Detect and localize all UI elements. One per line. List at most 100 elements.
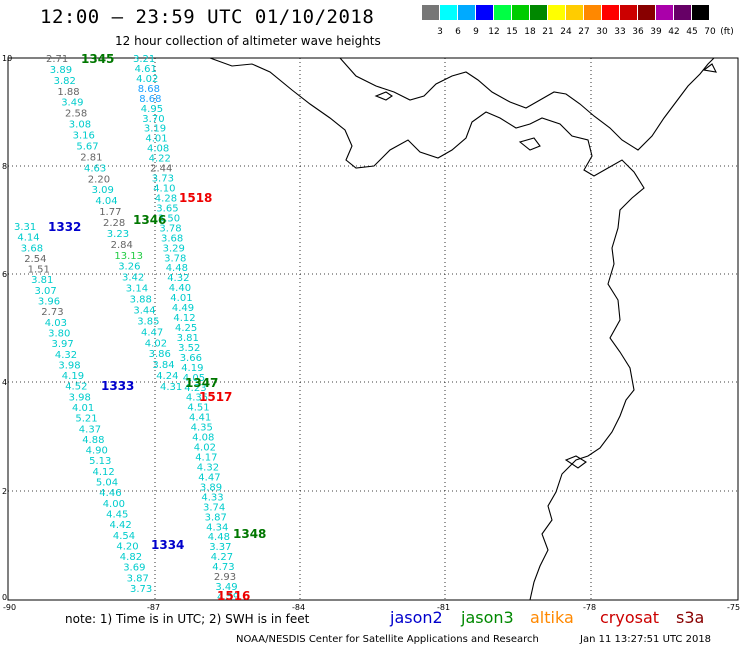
- pass-time-label: 1516: [217, 589, 250, 603]
- track-b-wave-height: 4.28: [155, 194, 177, 205]
- lat-tick-label: 10: [2, 54, 12, 63]
- track-c-wave-height: 4.00: [103, 499, 125, 510]
- track-b-wave-height: 3.50: [158, 213, 180, 224]
- pass-time-label: 1517: [199, 390, 232, 404]
- lat-tick-label: 8: [2, 162, 7, 171]
- track-c-wave-height: 4.90: [86, 446, 108, 457]
- legend-swatch: [494, 5, 511, 20]
- legend-swatch: [458, 5, 475, 20]
- track-a-wave-height: 2.81: [80, 152, 102, 163]
- legend-label: 70: [704, 27, 716, 37]
- track-b-wave-height: 4.35: [186, 393, 208, 404]
- track-c-wave-height: 3.80: [48, 329, 70, 340]
- legend-label: 27: [578, 27, 590, 37]
- track-a-wave-height: 4.24: [156, 371, 178, 382]
- track-b-wave-height: 4.51: [187, 403, 209, 414]
- lon-tick-label: -87: [147, 603, 160, 612]
- track-a-wave-height: 3.26: [118, 262, 140, 273]
- satellite-label-jason3: jason3: [461, 608, 514, 627]
- legend-label: 15: [506, 27, 518, 37]
- track-b-wave-height: 4.08: [192, 433, 214, 444]
- coastline: [209, 57, 717, 601]
- lon-tick-label: -75: [727, 603, 740, 612]
- track-c-wave-height: 4.88: [82, 435, 104, 446]
- legend-swatch: [530, 5, 547, 20]
- track-b-wave-height: 3.70: [142, 114, 164, 125]
- track-c-wave-height: 4.52: [65, 382, 87, 393]
- page-title: 12:00 – 23:59 UTC 01/10/2018: [40, 6, 375, 28]
- page-subtitle: 12 hour collection of altimeter wave hei…: [115, 34, 381, 48]
- track-b-wave-height: 4.49: [172, 303, 194, 314]
- track-a-wave-height: 4.31: [160, 382, 182, 393]
- pass-time-labels: 1345 1518 1332 1346 1333 1347 1517 1348 …: [48, 52, 266, 603]
- track-a-wave-height: 4.02: [145, 338, 167, 349]
- satellite-label-s3a: s3a: [676, 608, 705, 627]
- track-a-wave-height: 4.63: [84, 163, 106, 174]
- track-c-wave-height: 5.13: [89, 456, 111, 467]
- pass-time-label: 1345: [81, 52, 114, 66]
- track-a-wave-height: 3.49: [61, 98, 83, 109]
- legend-swatch: [422, 5, 439, 20]
- legend-swatch: [638, 5, 655, 20]
- legend-swatch: [692, 5, 709, 20]
- track-c-wave-height: 3.96: [38, 297, 60, 308]
- track-a-wave-height: 4.47: [141, 327, 163, 338]
- pass-time-label: 1347: [185, 376, 218, 390]
- legend-swatch: [584, 5, 601, 20]
- track-c-wave-height: 3.07: [35, 286, 57, 297]
- track-b-wave-height: 4.47: [198, 472, 220, 483]
- lat-tick-label: 6: [2, 270, 7, 279]
- tick-labels: -90 -87 -84 -81 -78 -75 0 2 4 6 8 10: [2, 54, 740, 612]
- track-b-wave-height: 4.34: [206, 522, 228, 533]
- track-c-wave-height: 3.73: [130, 584, 152, 595]
- lon-tick-label: -90: [3, 603, 16, 612]
- track-c-wave-height: 4.54: [113, 531, 135, 542]
- track-b-wave-height: 3.21: [133, 54, 155, 65]
- track-c-wave-height: 2.73: [41, 307, 63, 318]
- satellite-label-cryosat: cryosat: [600, 608, 660, 627]
- track-b-wave-height: 4.59: [217, 592, 239, 603]
- track-b-wave-height: 4.17: [195, 453, 217, 464]
- legend-label: 33: [614, 27, 626, 37]
- track-b-wave-height: 4.27: [211, 552, 233, 563]
- track-b-wave-height: 8.68: [139, 94, 161, 105]
- lat-tick-label: 2: [2, 487, 7, 496]
- track-a-wave-height: 3.14: [126, 284, 148, 295]
- track-a-wave-height: 13.13: [114, 251, 143, 262]
- altimeter-tracks: 2.713.893.821.883.492.583.083.165.672.81…: [14, 54, 239, 603]
- track-b-wave-height: 4.40: [169, 283, 191, 294]
- track-c-wave-height: 4.14: [17, 233, 39, 244]
- track-c-wave-height: 2.54: [24, 254, 46, 265]
- track-b-wave-height: 3.19: [144, 124, 166, 135]
- track-a-wave-height: 1.77: [99, 207, 121, 218]
- track-b-wave-height: 4.02: [194, 443, 216, 454]
- legend-swatch: [566, 5, 583, 20]
- footer-note: note: 1) Time is in UTC; 2) SWH is in fe…: [65, 612, 310, 626]
- legend-label: 30: [596, 27, 608, 37]
- satellite-label-jason2: jason2: [390, 608, 443, 627]
- legend-label: 18: [524, 27, 536, 37]
- track-b-wave-height: 3.74: [203, 502, 225, 513]
- track-c-wave-height: 3.68: [21, 243, 43, 254]
- track-c-wave-height: 4.37: [79, 424, 101, 435]
- track-c-wave-height: 5.04: [96, 478, 118, 489]
- legend-label: 36: [632, 27, 644, 37]
- track-b-wave-height: 4.19: [181, 363, 203, 374]
- track-a-wave-height: 3.89: [50, 65, 72, 76]
- track-a-wave-height: 3.88: [130, 295, 152, 306]
- track-a-wave-height: 4.04: [95, 196, 117, 207]
- track-b-wave-height: 3.66: [180, 353, 202, 364]
- lat-tick-label: 4: [2, 378, 7, 387]
- track-b-wave-height: 4.32: [167, 273, 189, 284]
- track-a-wave-height: 1.88: [57, 87, 79, 98]
- pass-time-label: 1348: [233, 527, 266, 541]
- track-b-wave-height: 4.73: [212, 562, 234, 573]
- track-b-wave-height: 3.78: [159, 223, 181, 234]
- pass-time-label: 1333: [101, 379, 134, 393]
- track-a-wave-height: 2.20: [88, 174, 110, 185]
- track-c-wave-height: 4.45: [106, 510, 128, 521]
- track-c-wave-height: 4.12: [93, 467, 115, 478]
- track-b-wave-height: 3.89: [200, 482, 222, 493]
- track-b-wave-height: 3.29: [163, 243, 185, 254]
- track-b-wave-height: 2.93: [214, 572, 236, 583]
